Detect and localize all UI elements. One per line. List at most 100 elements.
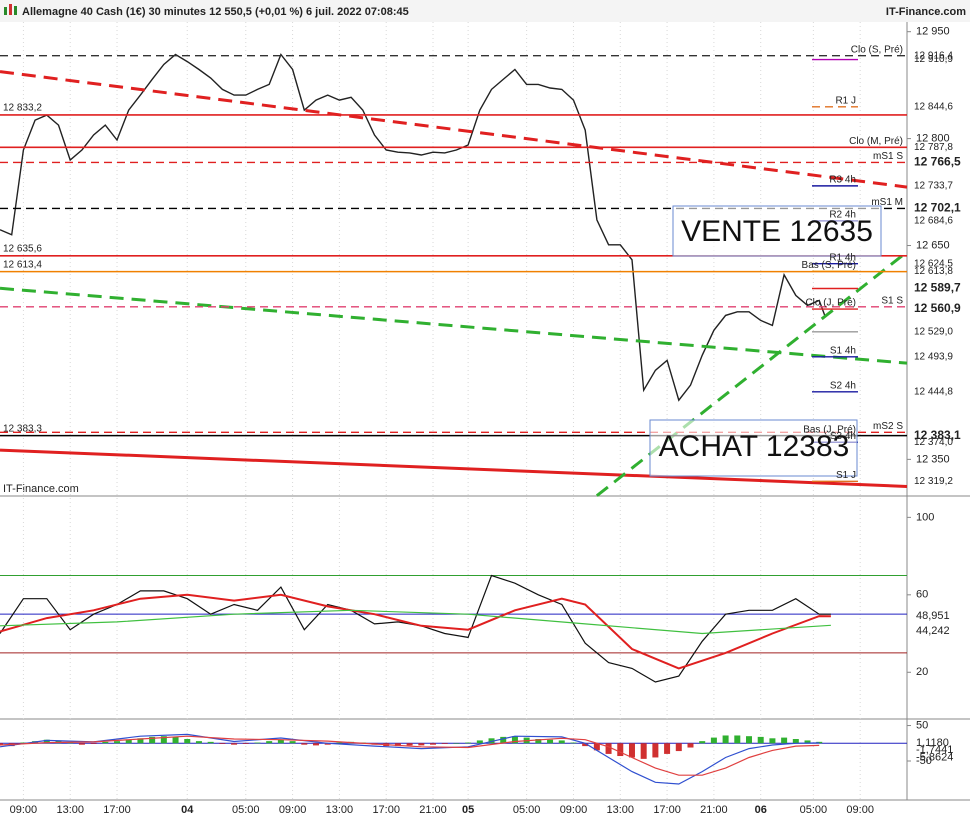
x-tick-label: 05:00 (232, 804, 260, 816)
histogram-bar (687, 743, 694, 748)
histogram-bar (699, 741, 706, 744)
last-value-label: 1,1180 (916, 737, 949, 749)
level-label: 12 529,0 (914, 326, 953, 337)
level-label: 12 733,7 (914, 181, 953, 192)
histogram-bar (781, 737, 788, 744)
histogram-bar (418, 743, 425, 746)
logo (4, 4, 17, 15)
x-tick-label: 04 (181, 804, 194, 816)
x-tick-label: 09:00 (10, 804, 38, 816)
histogram-bar (266, 741, 273, 744)
histogram-bar (312, 743, 319, 746)
histogram-bar (78, 743, 85, 745)
level-label: 12 589,7 (914, 281, 961, 295)
trend-line (0, 448, 908, 488)
y-tick-label: 60 (916, 589, 928, 601)
level-name: Clo (S, Pré) (851, 44, 903, 55)
buy-box (649, 419, 858, 477)
level-label: 12 319,2 (914, 476, 953, 487)
brand: IT-Finance.com (886, 6, 966, 18)
level-label: 12 766,5 (914, 155, 961, 169)
histogram-bar (628, 743, 635, 758)
sell-box (672, 205, 882, 257)
histogram-bar (511, 736, 518, 744)
histogram-bar (593, 743, 600, 751)
histogram-bar (488, 738, 495, 744)
y-tick-label: 12 350 (916, 453, 950, 465)
level-label: 12 613,8 (914, 266, 953, 277)
level-label: 12 493,9 (914, 351, 953, 362)
level-name: S1 J (836, 470, 856, 481)
histogram-bar (195, 741, 202, 744)
histogram-bar (172, 736, 179, 744)
histogram-bar (558, 740, 565, 744)
histogram-bar (149, 736, 156, 744)
level-name: S3 4h (830, 431, 856, 442)
level-name: mS1 S (873, 151, 903, 162)
level-name: R2 4h (829, 210, 856, 221)
histogram-bar (43, 739, 50, 744)
level-name: S1 S (881, 295, 903, 306)
histogram-bar (734, 735, 741, 744)
histogram-bar (816, 741, 823, 744)
level-label: 12 383,1 (914, 428, 961, 442)
level-left-label: 12 613,4 (3, 259, 42, 270)
histogram-bar (757, 736, 764, 744)
indicator-line (0, 593, 831, 670)
sell-annotation: VENTE 12635 (681, 215, 873, 248)
histogram-bar (219, 743, 226, 744)
histogram-bar (722, 735, 729, 744)
histogram-bar (242, 743, 249, 744)
level-left-label: 12 383,3 (3, 423, 42, 434)
histogram-bar (20, 742, 27, 744)
level-label: 12 624,5 (914, 258, 953, 269)
title-bar (0, 0, 970, 22)
histogram-bar (160, 736, 167, 744)
histogram-bar (336, 742, 343, 744)
level-name: S1 4h (830, 345, 856, 356)
histogram-bar (90, 743, 97, 744)
level-label: 12 444,8 (914, 386, 953, 397)
histogram-bar (664, 743, 671, 754)
x-tick-label: 17:00 (653, 804, 681, 816)
histogram-bar (605, 743, 612, 754)
chart-title: Allemagne 40 Cash (1€) 30 minutes 12 550… (22, 6, 409, 18)
histogram-bar (231, 743, 238, 745)
histogram-bar (207, 741, 214, 744)
histogram-bar (547, 739, 554, 744)
histogram-bar (500, 736, 507, 744)
trend-line (0, 286, 908, 365)
histogram-bar (137, 738, 144, 744)
histogram-bar (301, 743, 308, 745)
level-label: 12 910,9 (914, 54, 953, 65)
x-tick-label: 05:00 (800, 804, 828, 816)
last-value-label: 44,242 (916, 625, 950, 637)
histogram-bar (675, 743, 682, 752)
x-tick-label: 06 (755, 804, 767, 816)
histogram-bar (476, 740, 483, 744)
indicator-line (0, 609, 831, 635)
level-name: Clo (M, Pré) (849, 136, 903, 147)
brand-footer: IT-Finance.com (3, 483, 79, 495)
histogram-bar (114, 741, 121, 744)
histogram-bar (640, 743, 647, 759)
y-tick-label: 20 (916, 666, 928, 678)
macd-line (0, 735, 820, 776)
histogram-bar (0, 743, 3, 746)
last-value-label: 48,951 (916, 610, 950, 622)
histogram-bar (617, 743, 624, 757)
y-tick-label: -50 (916, 755, 932, 767)
x-tick-label: 13:00 (607, 804, 635, 816)
histogram-bar (430, 743, 437, 745)
level-label: 12 787,8 (914, 142, 953, 153)
level-name: mS2 S (873, 421, 903, 432)
level-left-label: 12 833,2 (3, 103, 42, 114)
macd-line (0, 733, 820, 785)
x-tick-label: 05:00 (513, 804, 541, 816)
x-tick-label: 09:00 (560, 804, 588, 816)
buy-annotation: ACHAT 12383 (659, 430, 850, 463)
histogram-bar (804, 740, 811, 744)
histogram-bar (102, 741, 109, 744)
level-label: 12 702,1 (914, 201, 961, 215)
